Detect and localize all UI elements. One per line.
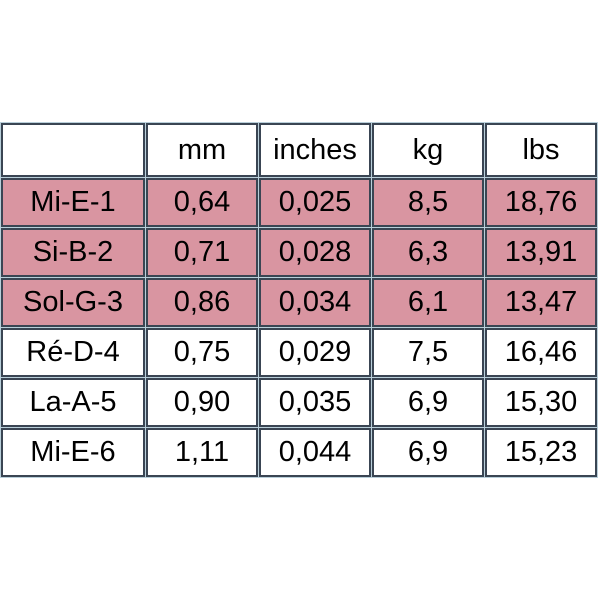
value-cell-kg: 8,5	[372, 178, 484, 227]
row-label-cell: Sol-G-3	[1, 278, 145, 327]
value-cell-inches: 0,044	[259, 428, 371, 477]
table-row: Mi-E-6 1,11 0,044 6,9 15,23	[1, 428, 597, 477]
header-cell-kg: kg	[372, 123, 484, 177]
value-cell-mm: 0,75	[146, 328, 258, 377]
row-label-cell: Mi-E-6	[1, 428, 145, 477]
value-cell-lbs: 13,47	[485, 278, 597, 327]
string-specs-table: mm inches kg lbs Mi-E-1 0,64 0,025 8,5 1…	[0, 122, 598, 478]
value-cell-inches: 0,025	[259, 178, 371, 227]
value-cell-mm: 0,90	[146, 378, 258, 427]
table-row: Sol-G-3 0,86 0,034 6,1 13,47	[1, 278, 597, 327]
value-cell-lbs: 15,23	[485, 428, 597, 477]
table-row: Ré-D-4 0,75 0,029 7,5 16,46	[1, 328, 597, 377]
value-cell-mm: 0,86	[146, 278, 258, 327]
value-cell-kg: 6,9	[372, 378, 484, 427]
table-row: La-A-5 0,90 0,035 6,9 15,30	[1, 378, 597, 427]
value-cell-mm: 0,71	[146, 228, 258, 277]
value-cell-lbs: 15,30	[485, 378, 597, 427]
value-cell-mm: 0,64	[146, 178, 258, 227]
table-header: mm inches kg lbs	[1, 123, 597, 177]
corner-empty-cell	[1, 123, 145, 177]
header-cell-lbs: lbs	[485, 123, 597, 177]
value-cell-lbs: 13,91	[485, 228, 597, 277]
value-cell-kg: 6,3	[372, 228, 484, 277]
value-cell-mm: 1,11	[146, 428, 258, 477]
header-row: mm inches kg lbs	[1, 123, 597, 177]
value-cell-inches: 0,028	[259, 228, 371, 277]
header-cell-mm: mm	[146, 123, 258, 177]
value-cell-lbs: 16,46	[485, 328, 597, 377]
row-label-cell: La-A-5	[1, 378, 145, 427]
value-cell-inches: 0,029	[259, 328, 371, 377]
row-label-cell: Ré-D-4	[1, 328, 145, 377]
table-row: Si-B-2 0,71 0,028 6,3 13,91	[1, 228, 597, 277]
row-label-cell: Mi-E-1	[1, 178, 145, 227]
table-row: Mi-E-1 0,64 0,025 8,5 18,76	[1, 178, 597, 227]
row-label-cell: Si-B-2	[1, 228, 145, 277]
value-cell-inches: 0,035	[259, 378, 371, 427]
value-cell-kg: 6,1	[372, 278, 484, 327]
value-cell-inches: 0,034	[259, 278, 371, 327]
value-cell-kg: 6,9	[372, 428, 484, 477]
value-cell-kg: 7,5	[372, 328, 484, 377]
header-cell-inches: inches	[259, 123, 371, 177]
value-cell-lbs: 18,76	[485, 178, 597, 227]
table-body: Mi-E-1 0,64 0,025 8,5 18,76 Si-B-2 0,71 …	[1, 178, 597, 477]
